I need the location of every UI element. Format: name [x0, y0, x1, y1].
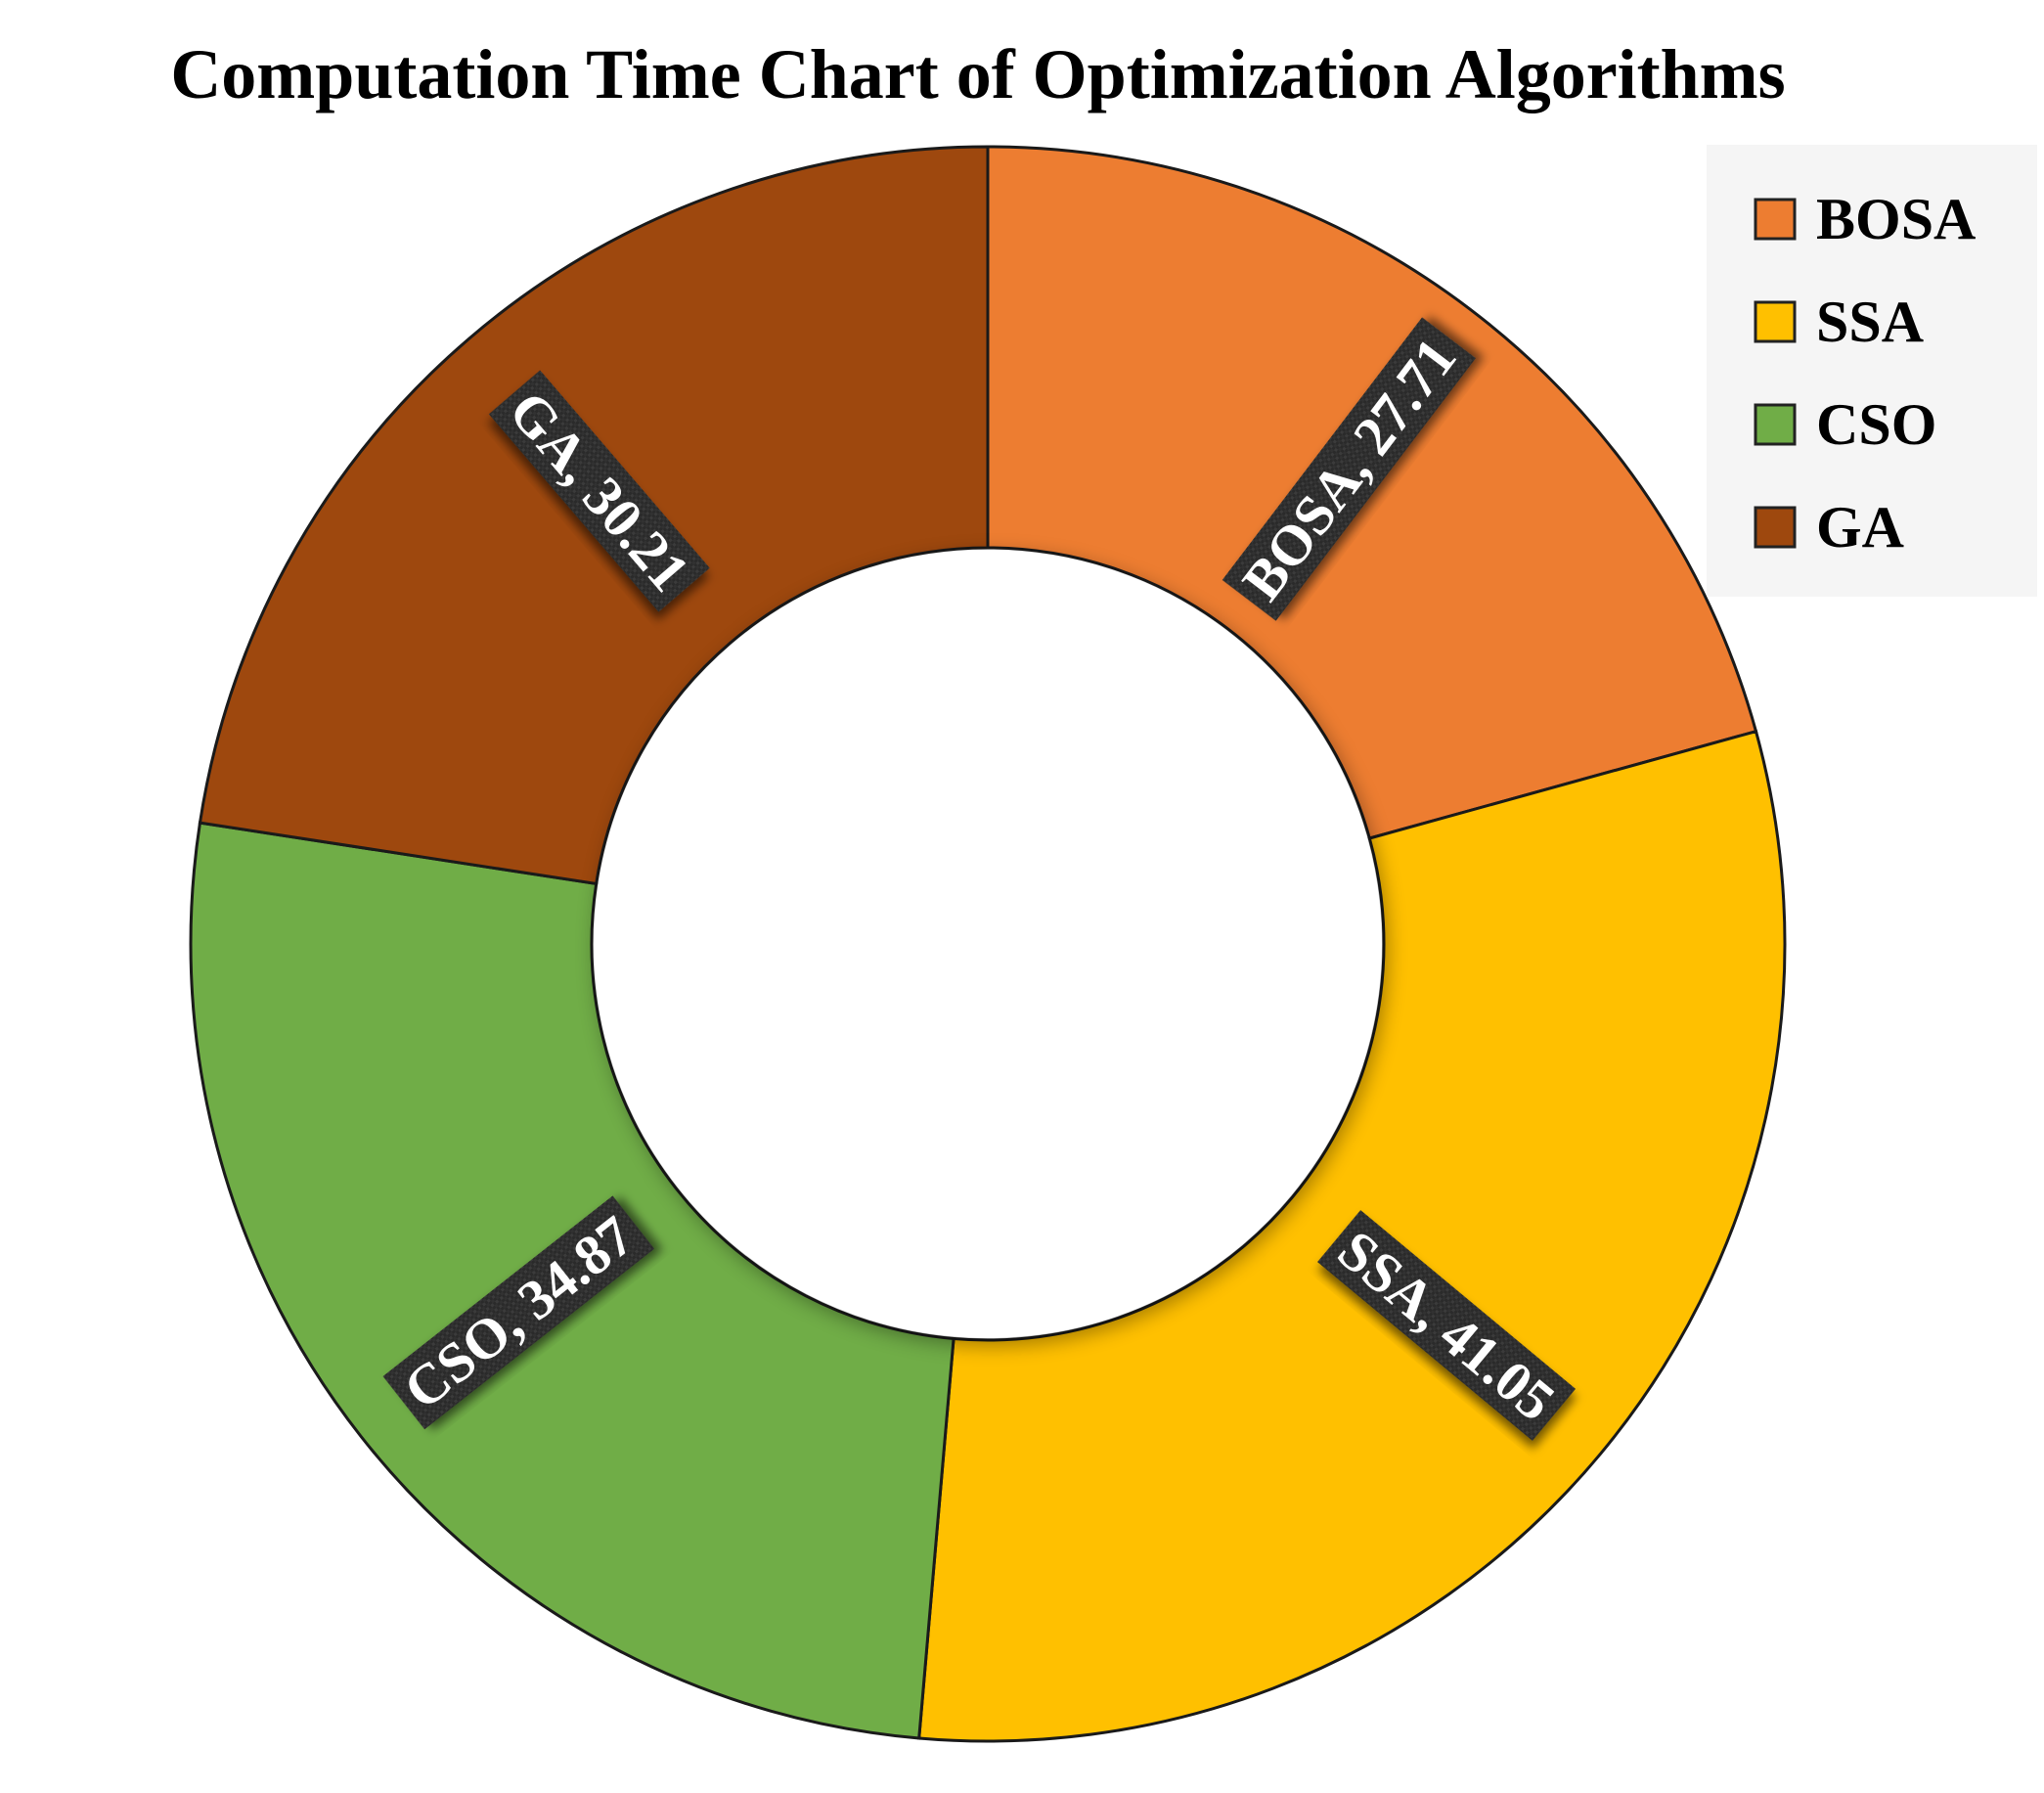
data-label-background — [382, 1195, 655, 1430]
legend-label-ga: GA — [1816, 495, 1904, 560]
legend-label-cso: CSO — [1816, 392, 1936, 457]
legend-label-bosa: BOSA — [1816, 187, 1976, 251]
data-label-background — [488, 370, 710, 612]
legend-swatch-ga — [1754, 506, 1797, 549]
donut-hole — [594, 550, 1388, 1346]
legend-swatch-ssa — [1754, 300, 1797, 343]
data-label-background — [1222, 317, 1476, 621]
legend-swatch-bosa — [1754, 198, 1797, 241]
donut-hole-fill — [594, 550, 1382, 1338]
legend-swatch-cso — [1754, 403, 1797, 446]
legend: BOSA SSA CSO GA — [1707, 145, 2037, 597]
chart-title: Computation Time Chart of Optimization A… — [170, 35, 1785, 113]
legend-label-ssa: SSA — [1816, 290, 1924, 354]
data-label-background — [1317, 1210, 1577, 1441]
